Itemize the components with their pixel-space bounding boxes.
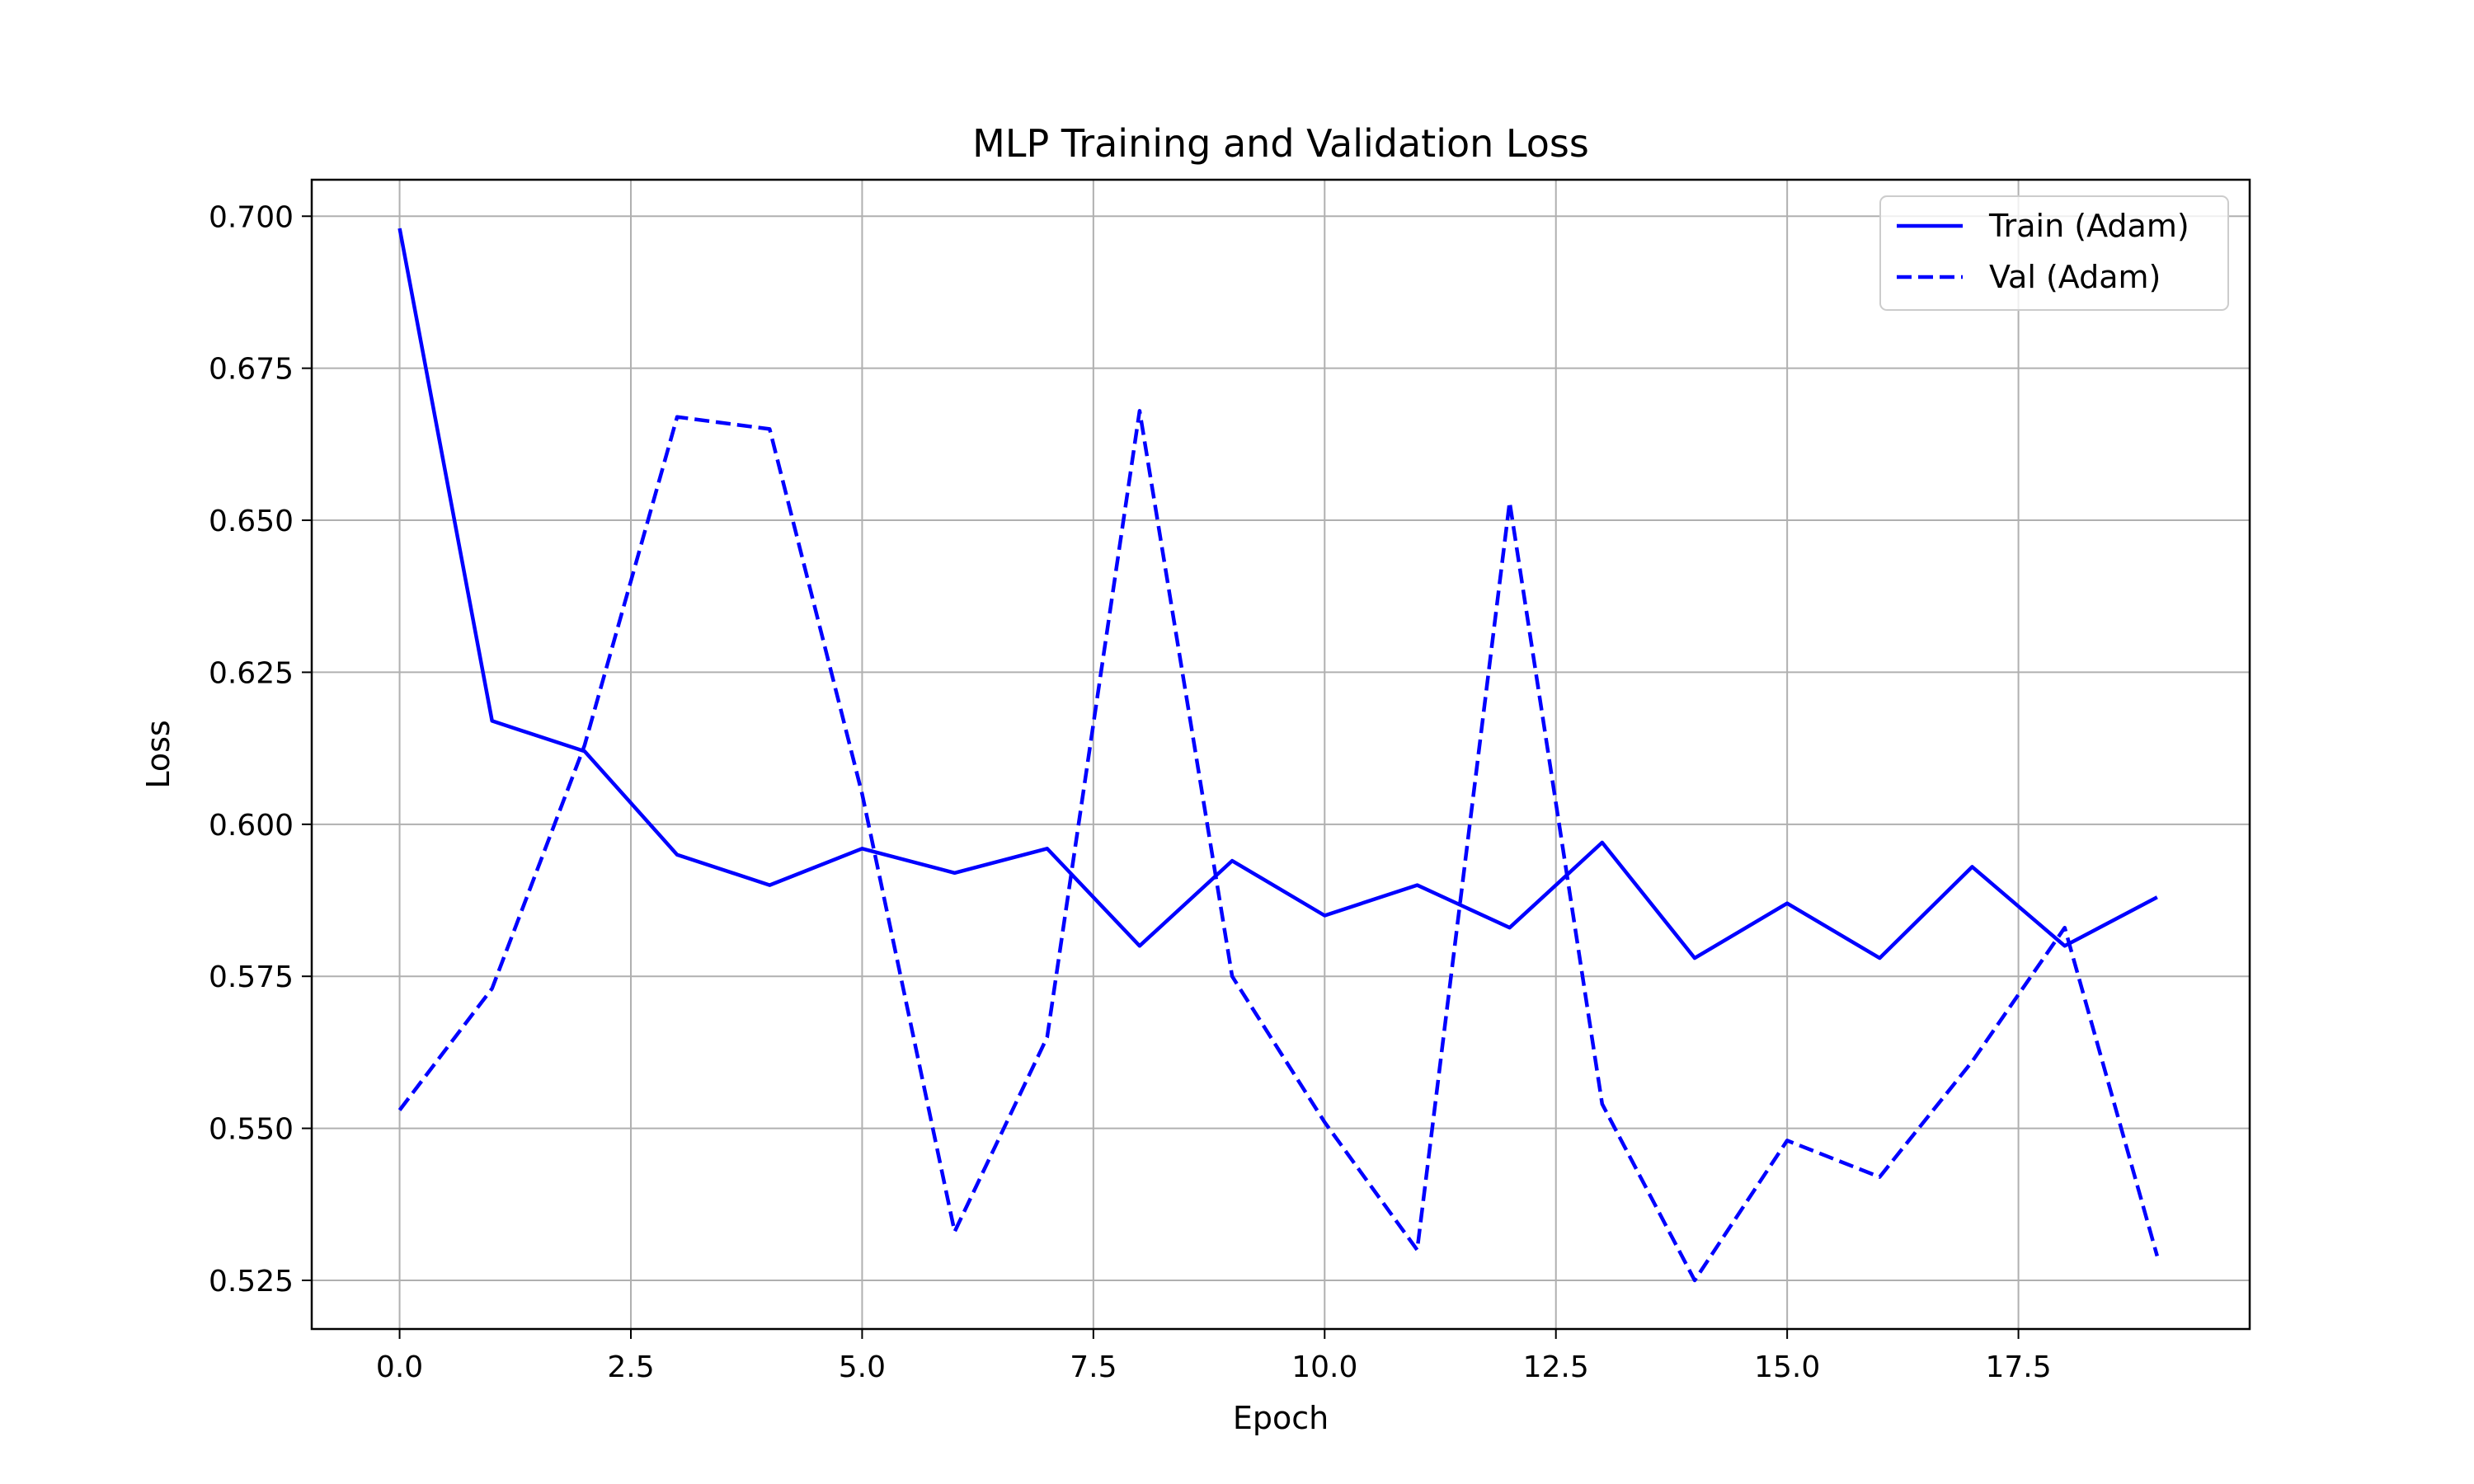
- x-tick-label: 10.0: [1291, 1350, 1357, 1384]
- y-tick-label: 0.675: [209, 353, 294, 387]
- series-line-val: [397, 409, 2159, 1283]
- y-tick-label: 0.575: [209, 960, 294, 994]
- axis-ticks: 0.0 2.5 5.0 7.5 10.0 12.5 15.0 17.5 0.525 0.550 0.…: [209, 200, 2052, 1384]
- x-tick-label: 12.5: [1523, 1350, 1589, 1384]
- y-tick-label: 0.600: [209, 809, 294, 843]
- x-tick-label: 15.0: [1754, 1350, 1820, 1384]
- x-tick-label: 2.5: [607, 1350, 654, 1384]
- chart-title: MLP Training and Validation Loss: [972, 121, 1589, 166]
- series-layer: [397, 228, 2159, 1283]
- grid-lines: [312, 180, 2250, 1329]
- legend: Train (Adam) Val (Adam): [1879, 195, 2229, 311]
- x-tick-label: 0.0: [376, 1350, 423, 1384]
- y-tick-label: 0.525: [209, 1265, 294, 1298]
- x-tick-label: 5.0: [839, 1350, 886, 1384]
- y-axis-label: Loss: [140, 720, 176, 788]
- y-tick-label: 0.700: [209, 200, 294, 234]
- x-tick-label: 17.5: [1985, 1350, 2051, 1384]
- series-line-train: [397, 228, 2158, 960]
- plot-frame: [310, 178, 2251, 1331]
- y-tick-label: 0.650: [209, 505, 294, 538]
- x-tick-label: 7.5: [1070, 1350, 1117, 1384]
- legend-box: [1879, 195, 2229, 311]
- x-axis-label: Epoch: [1233, 1400, 1329, 1436]
- legend-label-val: Val (Adam): [1989, 259, 2161, 295]
- legend-label-train: Train (Adam): [1988, 208, 2189, 244]
- y-tick-label: 0.550: [209, 1113, 294, 1147]
- y-tick-label: 0.625: [209, 656, 294, 690]
